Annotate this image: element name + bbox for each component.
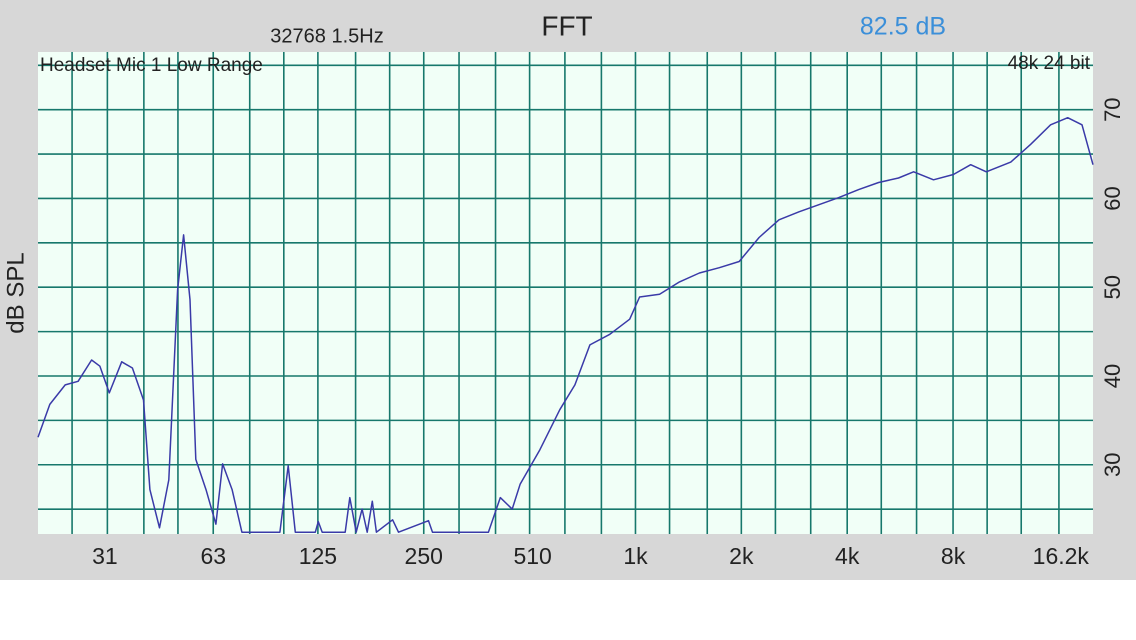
x-tick-label: 125 bbox=[299, 543, 337, 569]
y-tick-label: 60 bbox=[1100, 186, 1125, 210]
x-tick-label: 16.2k bbox=[1033, 543, 1090, 569]
x-tick-label: 2k bbox=[729, 543, 754, 569]
x-tick-label: 31 bbox=[92, 543, 118, 569]
device-label: Headset Mic 1 Low Range bbox=[40, 55, 263, 76]
info: 32768 1.5Hz bbox=[270, 25, 383, 47]
x-tick-label: 8k bbox=[941, 543, 966, 569]
y-tick-label: 40 bbox=[1100, 364, 1125, 388]
x-tick-label: 250 bbox=[405, 543, 443, 569]
level: 82.5 dB bbox=[860, 13, 946, 41]
y-tick-label: 70 bbox=[1100, 97, 1125, 121]
y-axis-label: dB SPL bbox=[2, 252, 29, 333]
x-tick-label: 4k bbox=[835, 543, 860, 569]
chart-title: FFT bbox=[541, 10, 592, 41]
x-tick-label: 510 bbox=[513, 543, 551, 569]
format: 48k 24 bit bbox=[1008, 53, 1091, 74]
x-tick-label: 1k bbox=[623, 543, 648, 569]
spectrum-line bbox=[37, 116, 1094, 533]
y-tick-label: 50 bbox=[1100, 275, 1125, 299]
x-tick-label: 63 bbox=[200, 543, 226, 569]
y-tick-label: 30 bbox=[1100, 453, 1125, 477]
